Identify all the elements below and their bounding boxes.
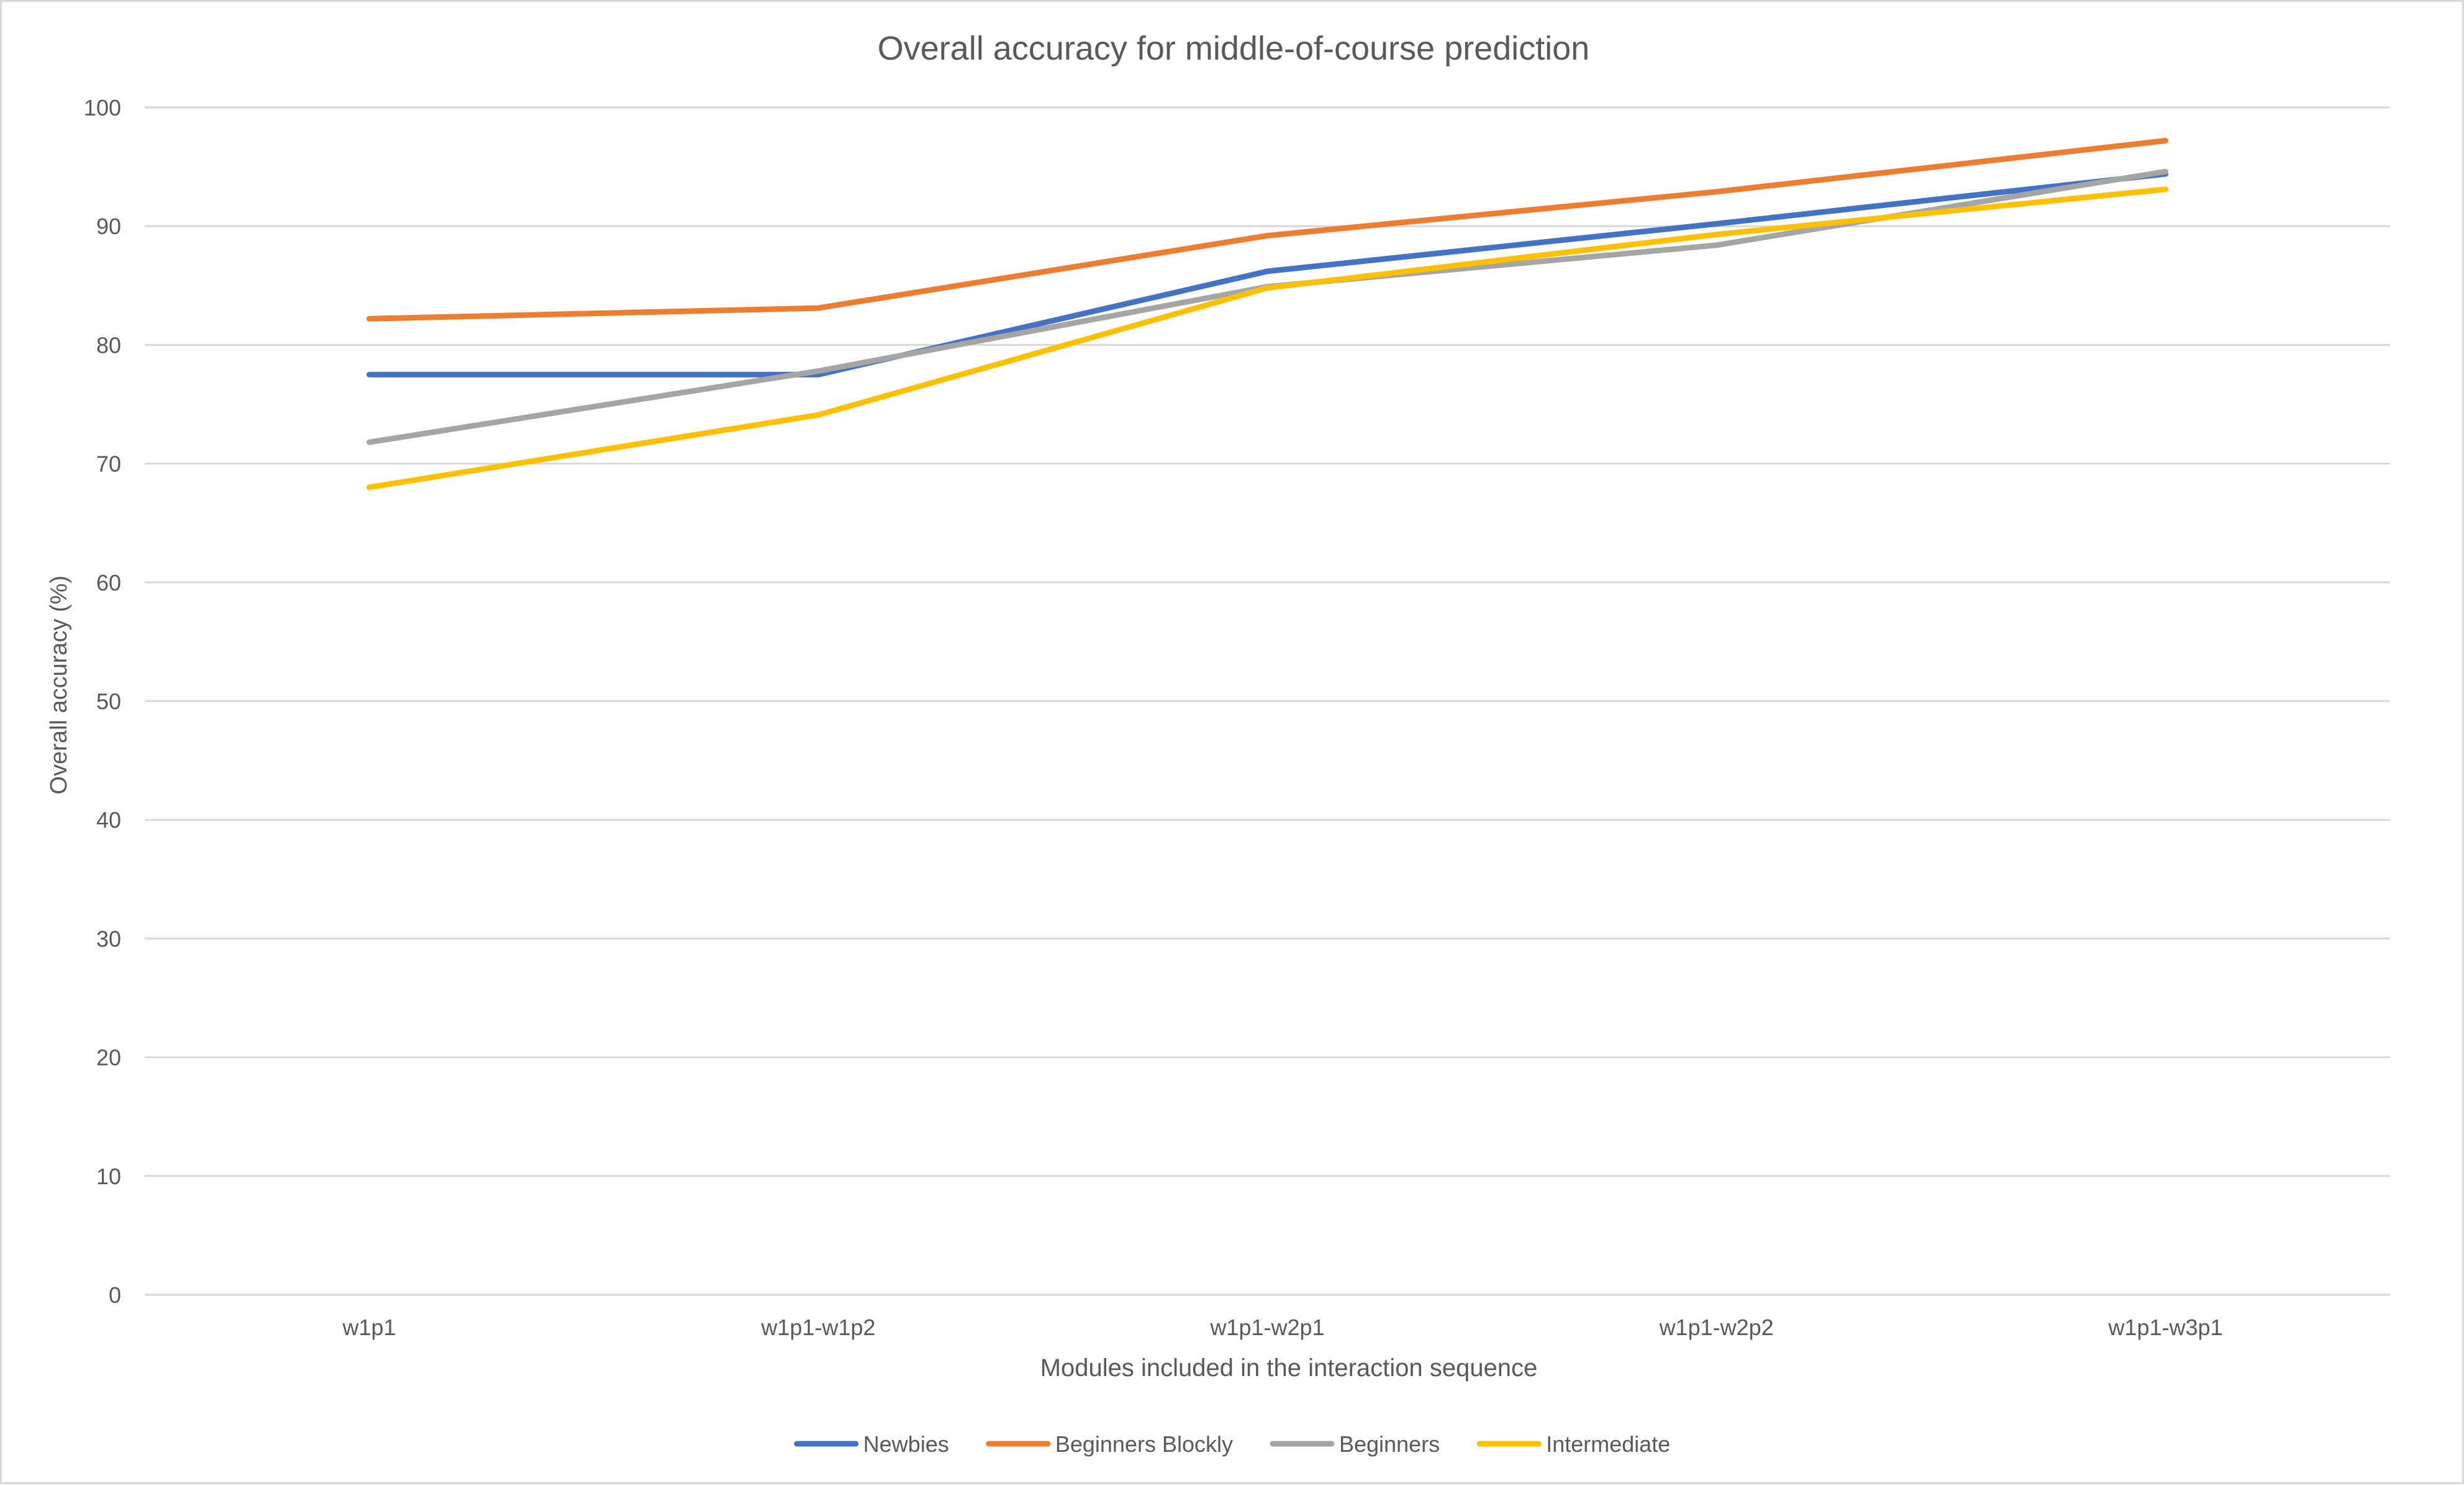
legend-label-beginners: Beginners — [1339, 1431, 1440, 1457]
y-axis-label: Overall accuracy (%) — [46, 576, 72, 795]
series-line-beginners — [366, 168, 2168, 445]
x-tick-label: w1p1-w3p1 — [2107, 1315, 2222, 1340]
x-tick-label: w1p1-w1p2 — [760, 1315, 875, 1340]
y-tick-label: 100 — [84, 95, 121, 120]
y-tick-label: 50 — [96, 689, 121, 714]
x-axis-ticks: w1p1 w1p1-w1p2 w1p1-w2p1 w1p1-w2p2 w1p1-w3p1 — [342, 1315, 2222, 1340]
y-tick-label: 70 — [96, 451, 121, 477]
legend-label-beginners-blockly: Beginners Blockly — [1055, 1431, 1233, 1457]
series-line-beginners-blockly — [366, 138, 2168, 322]
x-axis-label: Modules included in the interaction sequ… — [1040, 1354, 1538, 1382]
x-tick-label: w1p1 — [342, 1315, 396, 1340]
y-tick-label: 40 — [96, 807, 121, 833]
y-tick-label: 90 — [96, 214, 121, 239]
legend-label-newbies: Newbies — [863, 1431, 949, 1457]
y-tick-label: 60 — [96, 570, 121, 596]
y-axis-ticks: 0 10 20 30 40 50 60 70 80 90 100 — [84, 95, 121, 1308]
gridlines — [145, 106, 2390, 1296]
y-tick-label: 0 — [109, 1282, 121, 1308]
legend-label-intermediate: Intermediate — [1546, 1431, 1670, 1457]
x-tick-label: w1p1-w2p1 — [1209, 1315, 1324, 1340]
series-line-intermediate — [366, 186, 2168, 491]
y-tick-label: 20 — [96, 1045, 121, 1071]
x-tick-label: w1p1-w2p2 — [1658, 1315, 1773, 1340]
chart-title: Overall accuracy for middle-of-course pr… — [878, 30, 1589, 67]
y-tick-label: 80 — [96, 332, 121, 358]
y-tick-label: 10 — [96, 1164, 121, 1189]
series-lines — [366, 138, 2168, 491]
series-line-newbies — [366, 171, 2168, 378]
y-tick-label: 30 — [96, 926, 121, 951]
legend: Newbies Beginners Blockly Beginners Interme… — [794, 1431, 1670, 1457]
